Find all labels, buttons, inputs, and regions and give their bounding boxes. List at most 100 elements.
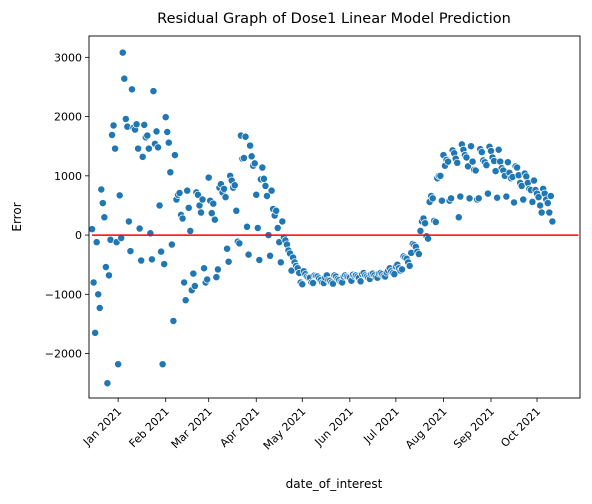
data-point <box>329 279 337 288</box>
data-point <box>259 174 268 183</box>
chart-marks <box>88 48 579 388</box>
x-tick-label: Apr 2021 <box>217 405 262 450</box>
data-point <box>154 143 162 152</box>
data-point <box>97 185 106 194</box>
data-point <box>149 87 158 96</box>
data-point <box>98 199 107 208</box>
x-tick-label: Jun 2021 <box>312 405 356 449</box>
x-tick-label: Jul 2021 <box>360 405 402 447</box>
data-point <box>126 247 135 256</box>
data-point <box>94 290 103 299</box>
data-point <box>169 317 178 325</box>
data-point <box>548 217 557 226</box>
plot-frame <box>88 35 581 399</box>
data-point <box>447 194 456 203</box>
x-tick-label: Sep 2021 <box>451 405 497 451</box>
data-point <box>272 206 281 215</box>
data-point <box>164 138 173 147</box>
data-point <box>258 163 267 172</box>
x-tick-label: Oct 2021 <box>498 405 543 450</box>
data-point <box>483 189 492 198</box>
data-point <box>118 48 127 57</box>
data-point <box>456 192 465 201</box>
data-point <box>424 234 433 243</box>
data-point <box>210 215 219 224</box>
data-point <box>220 184 228 193</box>
data-point <box>91 328 100 337</box>
data-point <box>223 244 232 253</box>
data-point <box>221 193 230 202</box>
x-tick-label: Feb 2021 <box>127 405 172 450</box>
y-axis-label: Error <box>10 202 24 231</box>
data-point <box>190 282 199 290</box>
data-point <box>356 277 365 286</box>
data-point <box>437 196 446 205</box>
y-tick-label: 0 <box>75 229 82 242</box>
data-point <box>477 148 486 157</box>
data-point <box>261 181 270 190</box>
data-point <box>537 208 546 217</box>
data-point <box>183 186 192 195</box>
data-point <box>503 158 512 167</box>
data-point <box>241 132 250 141</box>
data-point <box>180 278 189 287</box>
data-point <box>266 251 275 260</box>
data-point <box>189 269 198 278</box>
data-point <box>184 203 193 212</box>
data-point <box>161 113 170 122</box>
data-point <box>115 191 124 200</box>
data-point <box>147 255 156 264</box>
data-point <box>454 213 463 222</box>
x-tick-label: May 2021 <box>261 405 309 453</box>
data-point <box>204 173 213 182</box>
data-point <box>462 153 471 162</box>
data-point <box>546 192 555 200</box>
data-point <box>536 201 545 210</box>
y-axis-ticks: −2000 −1000 0 1000 2000 3000 <box>45 51 89 361</box>
data-point <box>138 152 147 161</box>
data-point <box>200 264 209 273</box>
data-point <box>421 219 429 228</box>
data-point <box>232 206 241 215</box>
data-point <box>111 144 120 153</box>
data-point <box>453 158 462 167</box>
data-point <box>170 151 179 160</box>
data-point <box>502 192 511 201</box>
data-point <box>246 141 255 150</box>
data-point <box>186 226 195 235</box>
data-point <box>474 194 483 203</box>
x-tick-label: Jan 2021 <box>80 405 124 449</box>
x-tick-label: Mar 2021 <box>169 405 215 451</box>
data-point <box>92 238 101 247</box>
data-point <box>103 379 112 388</box>
data-point <box>163 128 172 136</box>
data-point <box>471 166 480 175</box>
y-tick-label: 3000 <box>54 51 82 64</box>
data-point <box>522 172 531 181</box>
data-point <box>464 162 472 171</box>
data-point <box>298 280 307 289</box>
data-point <box>534 193 543 202</box>
data-point <box>416 226 425 235</box>
data-point <box>212 273 221 282</box>
data-point <box>510 198 518 207</box>
data-point <box>390 270 399 279</box>
data-point <box>157 247 166 256</box>
data-point <box>244 250 253 259</box>
data-point <box>132 120 141 129</box>
data-point <box>414 250 423 258</box>
data-point <box>114 360 123 369</box>
data-point <box>545 208 554 217</box>
data-point <box>178 214 187 223</box>
data-point <box>263 192 271 200</box>
data-point <box>267 186 276 195</box>
data-point <box>309 279 317 288</box>
data-point <box>160 260 169 269</box>
data-point <box>135 224 144 233</box>
data-point <box>465 194 474 203</box>
data-point <box>224 257 233 266</box>
data-point <box>101 263 110 272</box>
data-point <box>121 114 130 123</box>
data-point <box>109 121 118 130</box>
